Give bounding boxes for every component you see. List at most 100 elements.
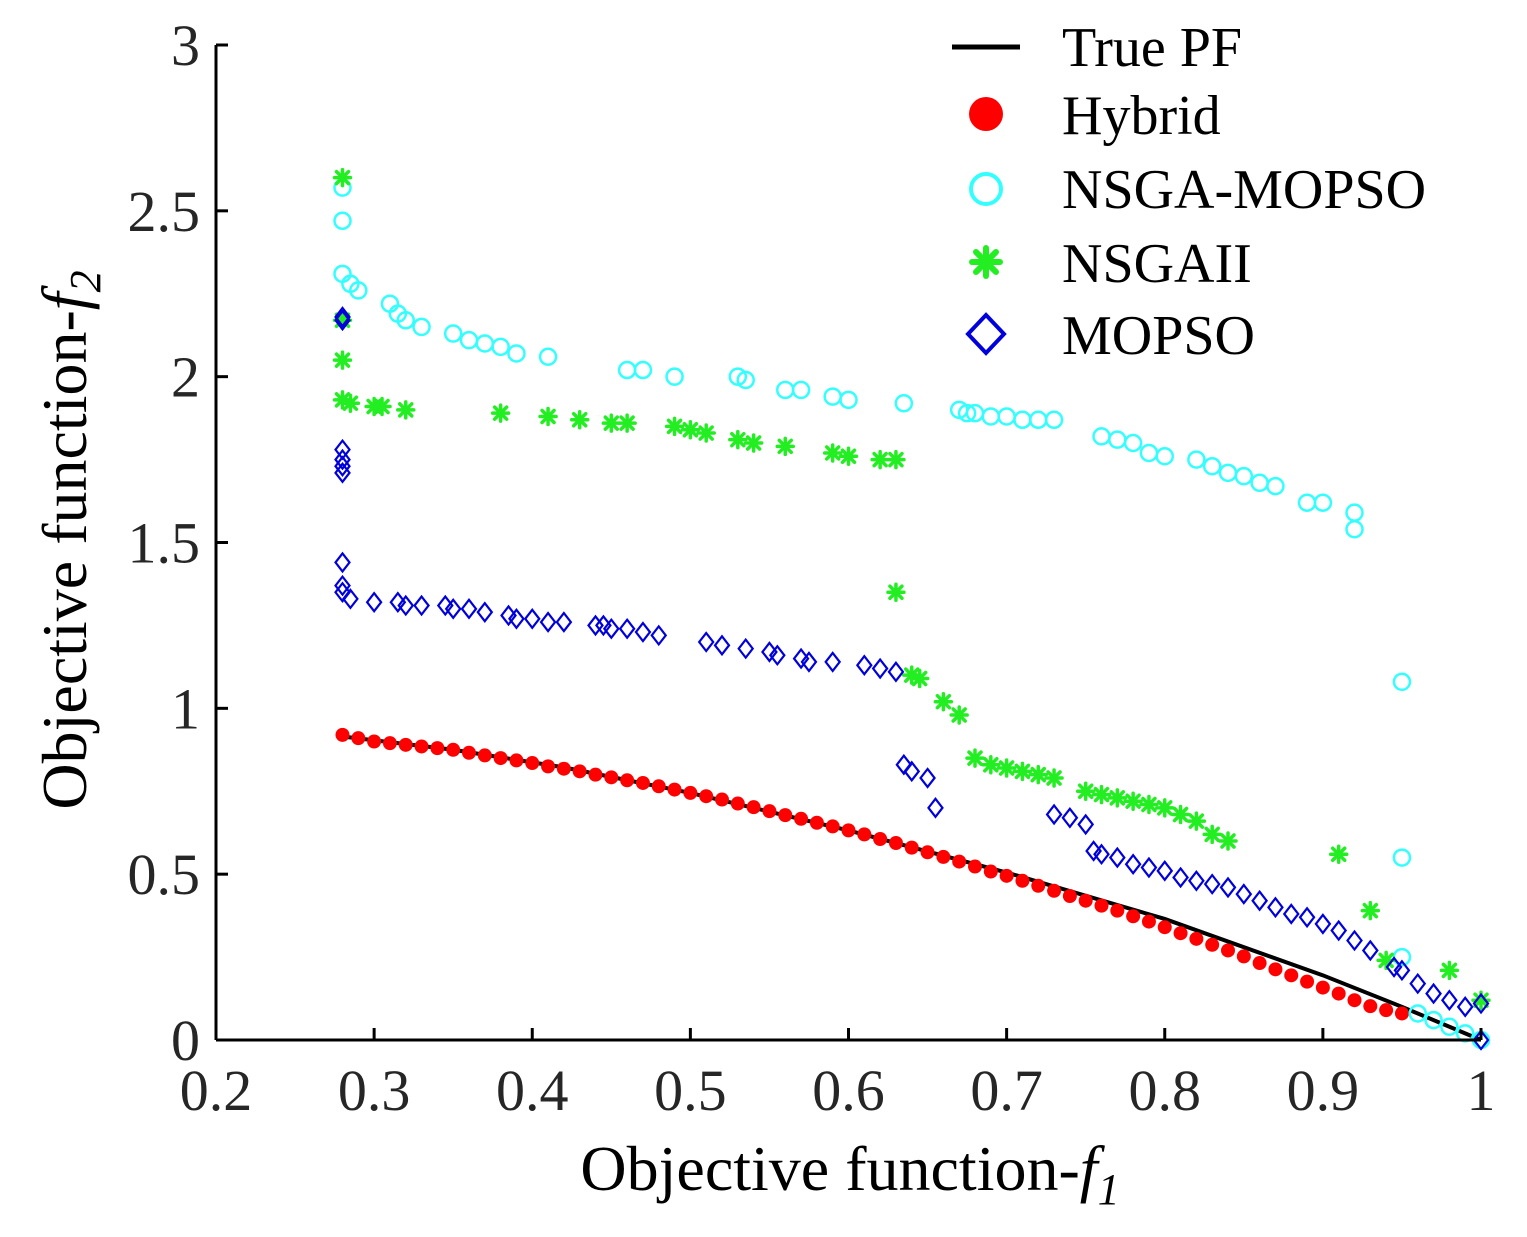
mopso-point: [1172, 866, 1189, 889]
mopso-point: [713, 634, 731, 657]
mopso-point: [634, 621, 652, 643]
hybrid-point: [762, 804, 777, 819]
mopso-point: [895, 753, 913, 776]
nsga-mopso-point: [1092, 427, 1111, 446]
hybrid-point: [1157, 920, 1172, 935]
nsgaii-point: [332, 167, 353, 188]
mopso-point: [792, 647, 810, 670]
nsga-mopso-point: [1029, 410, 1048, 430]
x-tick-label: 0.5: [654, 1058, 727, 1123]
hybrid-point: [572, 764, 587, 779]
series-layer: [332, 167, 1491, 1051]
mopso-point: [1085, 840, 1102, 862]
mopso-point: [1061, 806, 1079, 829]
y-axis-title: Objective function-f2: [29, 270, 110, 809]
mopso-point: [1045, 803, 1063, 826]
mopso-point: [602, 617, 620, 640]
nsga-mopso-point: [1139, 443, 1159, 463]
series-nsgaii: [332, 167, 1491, 1010]
mopso-point: [1251, 889, 1269, 912]
legend-label-mopso: MOPSO: [1062, 305, 1255, 367]
nsgaii-point: [1155, 798, 1175, 818]
mopso-point: [887, 661, 905, 683]
mopso-point: [334, 574, 351, 597]
nsga-mopso-point: [791, 380, 811, 400]
nsgaii-point: [396, 400, 416, 420]
nsga-mopso-point: [633, 360, 653, 380]
nsgaii-point: [775, 436, 795, 457]
hybrid-point: [1126, 909, 1141, 924]
hybrid-point: [667, 782, 682, 797]
series-nsga-mopso: [333, 178, 1491, 1050]
nsga-mopso-point: [981, 407, 1001, 426]
hybrid-point: [1236, 949, 1251, 964]
hybrid-point: [715, 792, 729, 807]
nsgaii-point: [1012, 761, 1033, 782]
mopso-point: [334, 455, 351, 478]
hybrid-point: [1062, 889, 1077, 904]
hybrid-point: [1347, 993, 1362, 1008]
nsgaii-point: [1075, 781, 1096, 801]
nsgaii-point: [1202, 824, 1222, 845]
nsga-mopso-point: [823, 387, 842, 406]
hybrid-point: [556, 761, 571, 776]
series-mopso: [334, 306, 1490, 1051]
nsga-mopso-point: [997, 407, 1016, 426]
nsgaii-point: [1186, 811, 1207, 831]
nsgaii-point: [538, 406, 558, 427]
nsga-mopso-point: [839, 390, 858, 410]
mopso-point: [334, 306, 351, 328]
nsga-mopso-point: [333, 211, 352, 231]
legend: True PF Hybrid NSGA-MOPSO NSGAII MOPSO: [952, 17, 1426, 367]
y-tick-label: 3: [171, 13, 200, 78]
x-axis-title-text: Objective function-: [580, 1133, 1079, 1204]
mopso-point: [1393, 959, 1411, 982]
mopso-point: [389, 591, 407, 613]
nsga-mopso-point: [507, 344, 526, 363]
mopso-point: [697, 631, 715, 653]
hybrid-point: [446, 742, 461, 757]
nsga-mopso-point: [957, 403, 977, 423]
nsga-mopso-point: [1297, 493, 1317, 512]
x-tick-label: 0.4: [496, 1058, 569, 1123]
hybrid-point: [414, 739, 429, 754]
nsga-mopso-point: [1392, 848, 1412, 867]
y-tick-label: 1: [171, 676, 200, 741]
nsga-mopso-point: [665, 367, 684, 386]
mopso-point: [476, 601, 494, 623]
nsgaii-point: [933, 691, 954, 712]
nsgaii-point: [1218, 831, 1238, 851]
mopso-point: [1203, 873, 1221, 895]
mopso-point: [1140, 856, 1158, 879]
hybrid-point: [888, 835, 903, 850]
nsga-mopso-point: [412, 317, 431, 337]
nsga-mopso-point: [1345, 519, 1364, 539]
hybrid-point: [398, 737, 413, 752]
nsgaii-point: [617, 413, 637, 433]
mopso-point: [500, 604, 517, 627]
y-tick-label: 2.5: [128, 179, 201, 244]
hybrid-point: [1173, 926, 1188, 941]
mopso-point: [539, 611, 557, 633]
nsga-mopso-point: [1202, 456, 1222, 476]
hybrid-point: [1015, 873, 1030, 888]
legend-marker-hybrid: [969, 97, 1003, 131]
nsgaii-point: [1328, 844, 1349, 865]
mopso-point: [334, 309, 351, 332]
nsgaii-point: [1091, 784, 1112, 805]
hybrid-point: [904, 840, 919, 855]
nsga-mopso-point: [443, 324, 463, 343]
nsga-mopso-point: [396, 311, 415, 330]
nsgaii-point: [680, 419, 701, 440]
mopso-point: [1440, 989, 1458, 1011]
x-tick-label: 0.8: [1129, 1058, 1202, 1123]
nsga-mopso-point: [776, 380, 795, 400]
hybrid-point: [1363, 999, 1378, 1014]
mopso-point: [903, 760, 921, 783]
mopso-point: [768, 644, 786, 667]
nsga-mopso-point: [736, 370, 755, 390]
nsgaii-point: [743, 433, 764, 453]
nsgaii-point: [886, 582, 906, 602]
mopso-point: [1330, 919, 1348, 942]
hybrid-point: [1031, 878, 1046, 893]
